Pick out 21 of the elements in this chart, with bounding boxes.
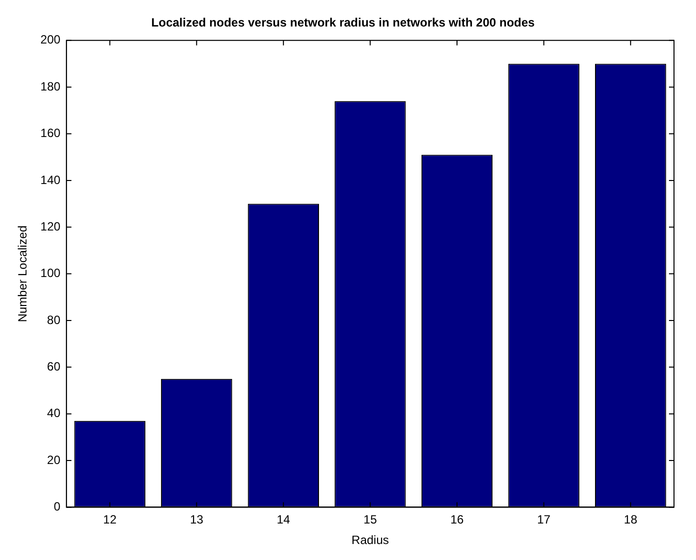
y-tick-label: 200 (40, 32, 61, 47)
y-axis-title: Number Localized (16, 225, 30, 322)
x-tick-label: 17 (537, 512, 551, 527)
y-tick-label: 0 (54, 500, 61, 514)
x-tick-label: 18 (624, 512, 638, 527)
y-tick-label: 100 (40, 266, 61, 280)
y-tick-label: 20 (47, 452, 61, 467)
y-tick-label: 180 (40, 79, 61, 94)
y-tick-label: 60 (47, 359, 61, 374)
x-tick-label: 12 (103, 512, 117, 527)
x-tick-label: 15 (364, 512, 378, 527)
x-tick-label: 14 (276, 512, 290, 527)
y-tick-label: 140 (40, 172, 61, 187)
chart-title: Localized nodes versus network radius in networks with 200 nodes (151, 16, 536, 30)
x-axis-title: Radius (352, 533, 389, 548)
y-tick-label: 40 (47, 406, 61, 420)
y-tick-label: 160 (40, 126, 61, 140)
y-tick-label: 120 (40, 219, 61, 234)
x-tick-label: 13 (190, 512, 204, 527)
y-tick-label: 80 (47, 312, 61, 327)
x-tick-label: 16 (450, 512, 464, 527)
